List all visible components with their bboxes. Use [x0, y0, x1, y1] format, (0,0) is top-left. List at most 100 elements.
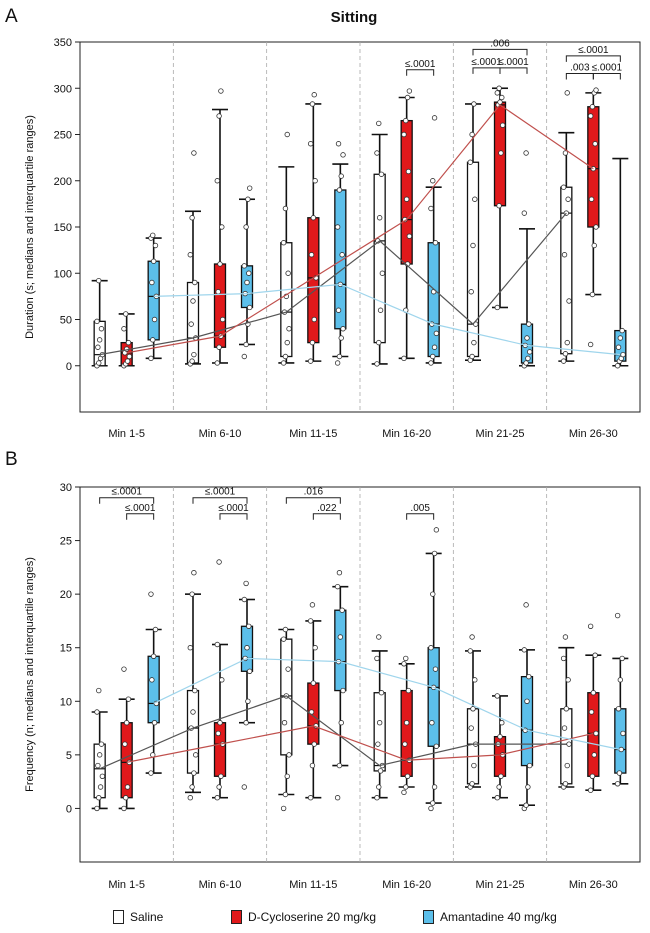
significance-annotation: ≤.0001 — [192, 487, 248, 504]
data-point — [615, 344, 622, 350]
data-point — [523, 602, 529, 608]
data-point — [376, 784, 382, 790]
median-trend-line-2 — [153, 657, 621, 751]
category-label: Min 11-15 — [289, 428, 337, 440]
data-point — [405, 168, 412, 175]
data-point — [191, 570, 197, 576]
significance-annotation: ≤.0001 — [498, 57, 529, 74]
box-iqr — [334, 189, 347, 330]
data-point — [308, 252, 315, 258]
box-0 — [118, 666, 135, 812]
data-point — [150, 258, 157, 264]
data-point — [374, 361, 380, 367]
data-point — [307, 358, 314, 364]
legend: Saline D-Cycloserine 20 mg/kg Amantadine… — [0, 908, 650, 928]
data-point — [619, 655, 625, 662]
legend-swatch-amantadine — [423, 910, 434, 924]
data-point — [123, 311, 129, 317]
box-5 — [612, 157, 629, 369]
data-point — [497, 733, 503, 740]
box-iqr — [466, 161, 480, 358]
data-point — [561, 252, 568, 258]
box-5 — [558, 90, 575, 364]
data-point — [123, 795, 129, 801]
data-point — [565, 677, 571, 683]
data-point — [190, 298, 196, 304]
data-point — [311, 92, 317, 98]
data-point — [587, 341, 594, 348]
data-point — [152, 626, 159, 633]
data-point — [123, 720, 130, 726]
data-point — [403, 196, 410, 202]
y-tick-label: 25 — [60, 536, 72, 548]
data-point — [215, 730, 221, 737]
data-point — [282, 626, 289, 633]
data-point — [121, 805, 127, 812]
data-point — [122, 741, 128, 747]
significance-label: .005 — [410, 503, 430, 514]
box-4 — [519, 602, 535, 812]
data-point — [617, 335, 624, 341]
data-point — [246, 668, 253, 674]
data-point — [524, 698, 530, 704]
data-point — [431, 550, 438, 557]
data-point — [281, 720, 288, 726]
data-point — [433, 527, 440, 533]
box-iqr — [400, 119, 413, 265]
box-3 — [371, 634, 388, 801]
y-tick-label: 150 — [54, 222, 72, 234]
data-point — [560, 184, 567, 190]
data-point — [378, 690, 385, 696]
data-point — [614, 363, 621, 369]
data-point — [309, 762, 316, 769]
data-point — [498, 150, 504, 156]
significance-bracket — [312, 513, 341, 520]
data-point — [246, 185, 253, 191]
median-trend-line-0 — [99, 695, 567, 770]
data-point — [219, 224, 225, 230]
data-point — [616, 770, 623, 776]
significance-bracket — [126, 513, 155, 520]
y-tick-label: 15 — [60, 643, 72, 655]
data-point — [467, 648, 473, 654]
median-trend-line-1 — [126, 104, 594, 354]
data-point — [527, 762, 533, 769]
box-iqr — [427, 647, 440, 747]
data-point — [285, 666, 291, 672]
data-point — [496, 85, 502, 91]
data-point — [124, 784, 131, 790]
y-tick-label: 350 — [54, 37, 72, 49]
significance-annotation: .016 — [285, 487, 341, 504]
data-point — [282, 791, 289, 798]
data-point — [525, 355, 531, 362]
box-iqr — [147, 655, 160, 724]
panel-label: B — [5, 449, 18, 470]
data-point — [614, 612, 621, 619]
data-point — [401, 355, 407, 362]
box-5 — [585, 623, 602, 793]
data-point — [282, 353, 289, 360]
data-point — [96, 752, 103, 758]
data-point — [125, 696, 132, 702]
data-point — [121, 326, 127, 332]
data-point — [188, 321, 194, 327]
data-point — [336, 570, 343, 576]
data-point — [214, 178, 220, 184]
data-point — [340, 326, 346, 332]
data-point — [189, 784, 195, 790]
data-point — [562, 150, 569, 156]
data-point — [244, 645, 250, 651]
data-point — [589, 104, 596, 110]
data-point — [526, 321, 532, 327]
box-0 — [145, 591, 162, 776]
y-tick-label: 100 — [54, 268, 72, 280]
data-point — [428, 205, 434, 212]
data-point — [95, 344, 101, 350]
data-point — [191, 770, 197, 776]
data-point — [189, 215, 195, 221]
data-point — [241, 263, 247, 269]
box-1 — [185, 570, 201, 801]
data-point — [94, 318, 100, 325]
data-point — [433, 330, 440, 337]
data-point — [126, 353, 133, 360]
